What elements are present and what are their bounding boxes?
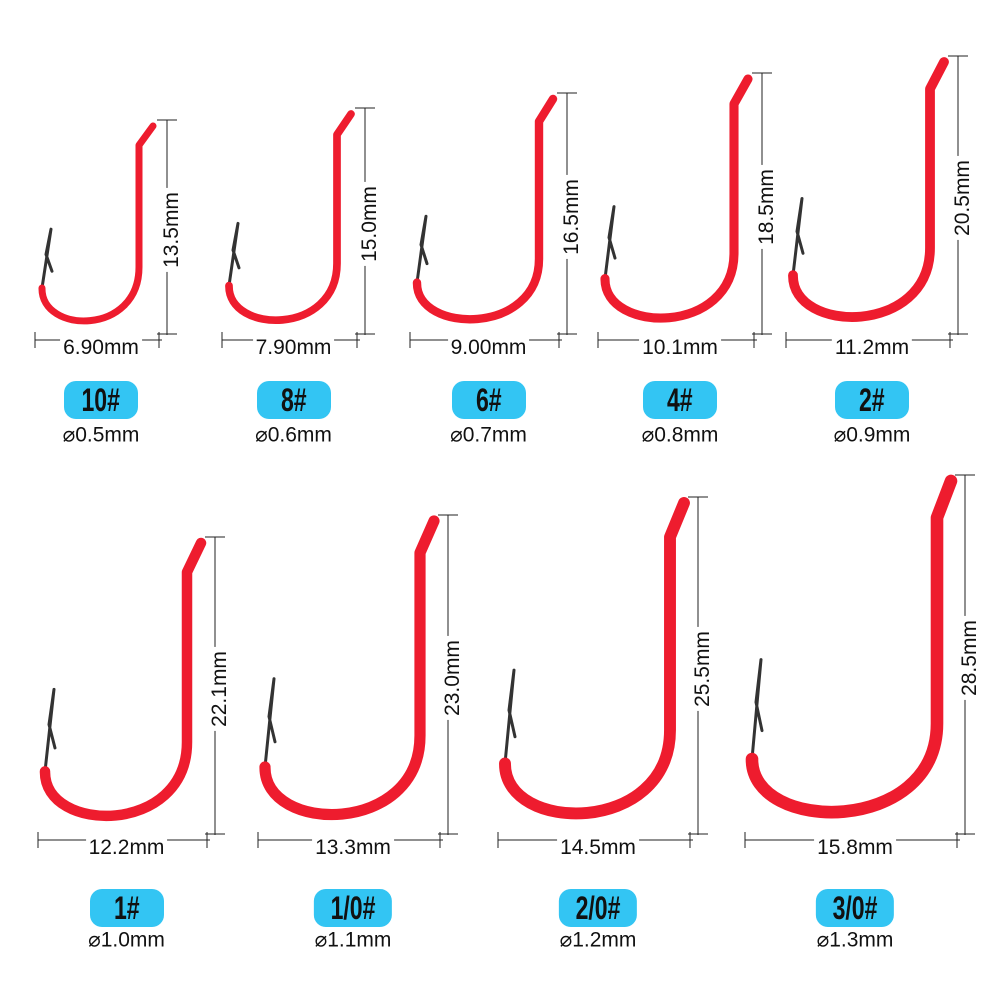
size-badge: 4# (643, 381, 717, 419)
size-label: 1# (113, 889, 140, 926)
diameter-label: ⌀1.0mm (88, 928, 165, 952)
diameter-label: ⌀0.6mm (255, 423, 332, 447)
hook-point-icon (603, 205, 617, 281)
width-label: 9.00mm (447, 336, 530, 360)
size-label: 4# (667, 381, 693, 418)
size-badge: 2/0# (558, 889, 638, 927)
hook-point-icon (227, 221, 241, 288)
hook-icon (39, 537, 207, 822)
length-label: 28.5mm (958, 615, 982, 700)
hook-icon (499, 497, 690, 820)
hook-icon (225, 110, 355, 324)
length-label: 25.5mm (691, 626, 715, 711)
width-label: 15.8mm (814, 836, 896, 860)
size-badge: 6# (451, 381, 526, 419)
hook-point-icon (503, 668, 517, 765)
hook-icon (788, 57, 949, 322)
size-label: 8# (280, 381, 307, 418)
hook-icon (412, 94, 558, 324)
hook-icon (745, 474, 958, 819)
length-label: 13.5mm (160, 188, 184, 272)
hook-point-icon (263, 677, 277, 769)
width-label: 12.2mm (85, 836, 168, 860)
hook-point-icon (415, 214, 429, 285)
size-label: 10# (81, 381, 121, 418)
length-label: 20.5mm (951, 156, 975, 240)
width-label: 11.2mm (831, 336, 913, 360)
hook-point-icon (750, 658, 764, 761)
size-badge: 1/0# (313, 889, 393, 927)
diameter-label: ⌀1.1mm (314, 928, 392, 952)
width-label: 10.1mm (639, 336, 721, 360)
hook-point-icon (791, 196, 805, 277)
size-badge: 2# (835, 381, 909, 419)
length-label: 15.0mm (358, 182, 382, 266)
width-label: 7.90mm (252, 336, 335, 360)
hook-icon (38, 122, 157, 325)
diameter-label: ⌀1.2mm (559, 928, 637, 952)
hook-point-icon (40, 227, 54, 290)
size-badge: 1# (89, 889, 164, 927)
width-label: 14.5mm (557, 836, 639, 860)
size-label: 2/0# (575, 889, 621, 926)
diameter-label: ⌀0.9mm (833, 423, 911, 447)
length-label: 23.0mm (441, 635, 465, 720)
length-label: 22.1mm (208, 646, 232, 731)
diameter-label: ⌀0.8mm (641, 423, 719, 447)
diameter-label: ⌀1.3mm (816, 928, 894, 952)
length-label: 16.5mm (560, 174, 584, 259)
diameter-label: ⌀0.7mm (450, 423, 527, 447)
size-badge: 10# (64, 381, 138, 419)
width-label: 6.90mm (60, 336, 142, 360)
hook-icon (259, 515, 440, 821)
size-label: 6# (475, 381, 502, 418)
size-label: 2# (859, 381, 885, 418)
diameter-label: ⌀0.5mm (62, 423, 140, 447)
size-label: 1/0# (330, 889, 376, 926)
size-badge: 8# (256, 381, 331, 419)
size-label: 3/0# (832, 889, 878, 926)
hook-icon (600, 74, 753, 323)
hook-point-icon (43, 687, 57, 773)
length-label: 18.5mm (755, 164, 779, 249)
size-badge: 3/0# (815, 889, 895, 927)
width-label: 13.3mm (312, 836, 394, 860)
